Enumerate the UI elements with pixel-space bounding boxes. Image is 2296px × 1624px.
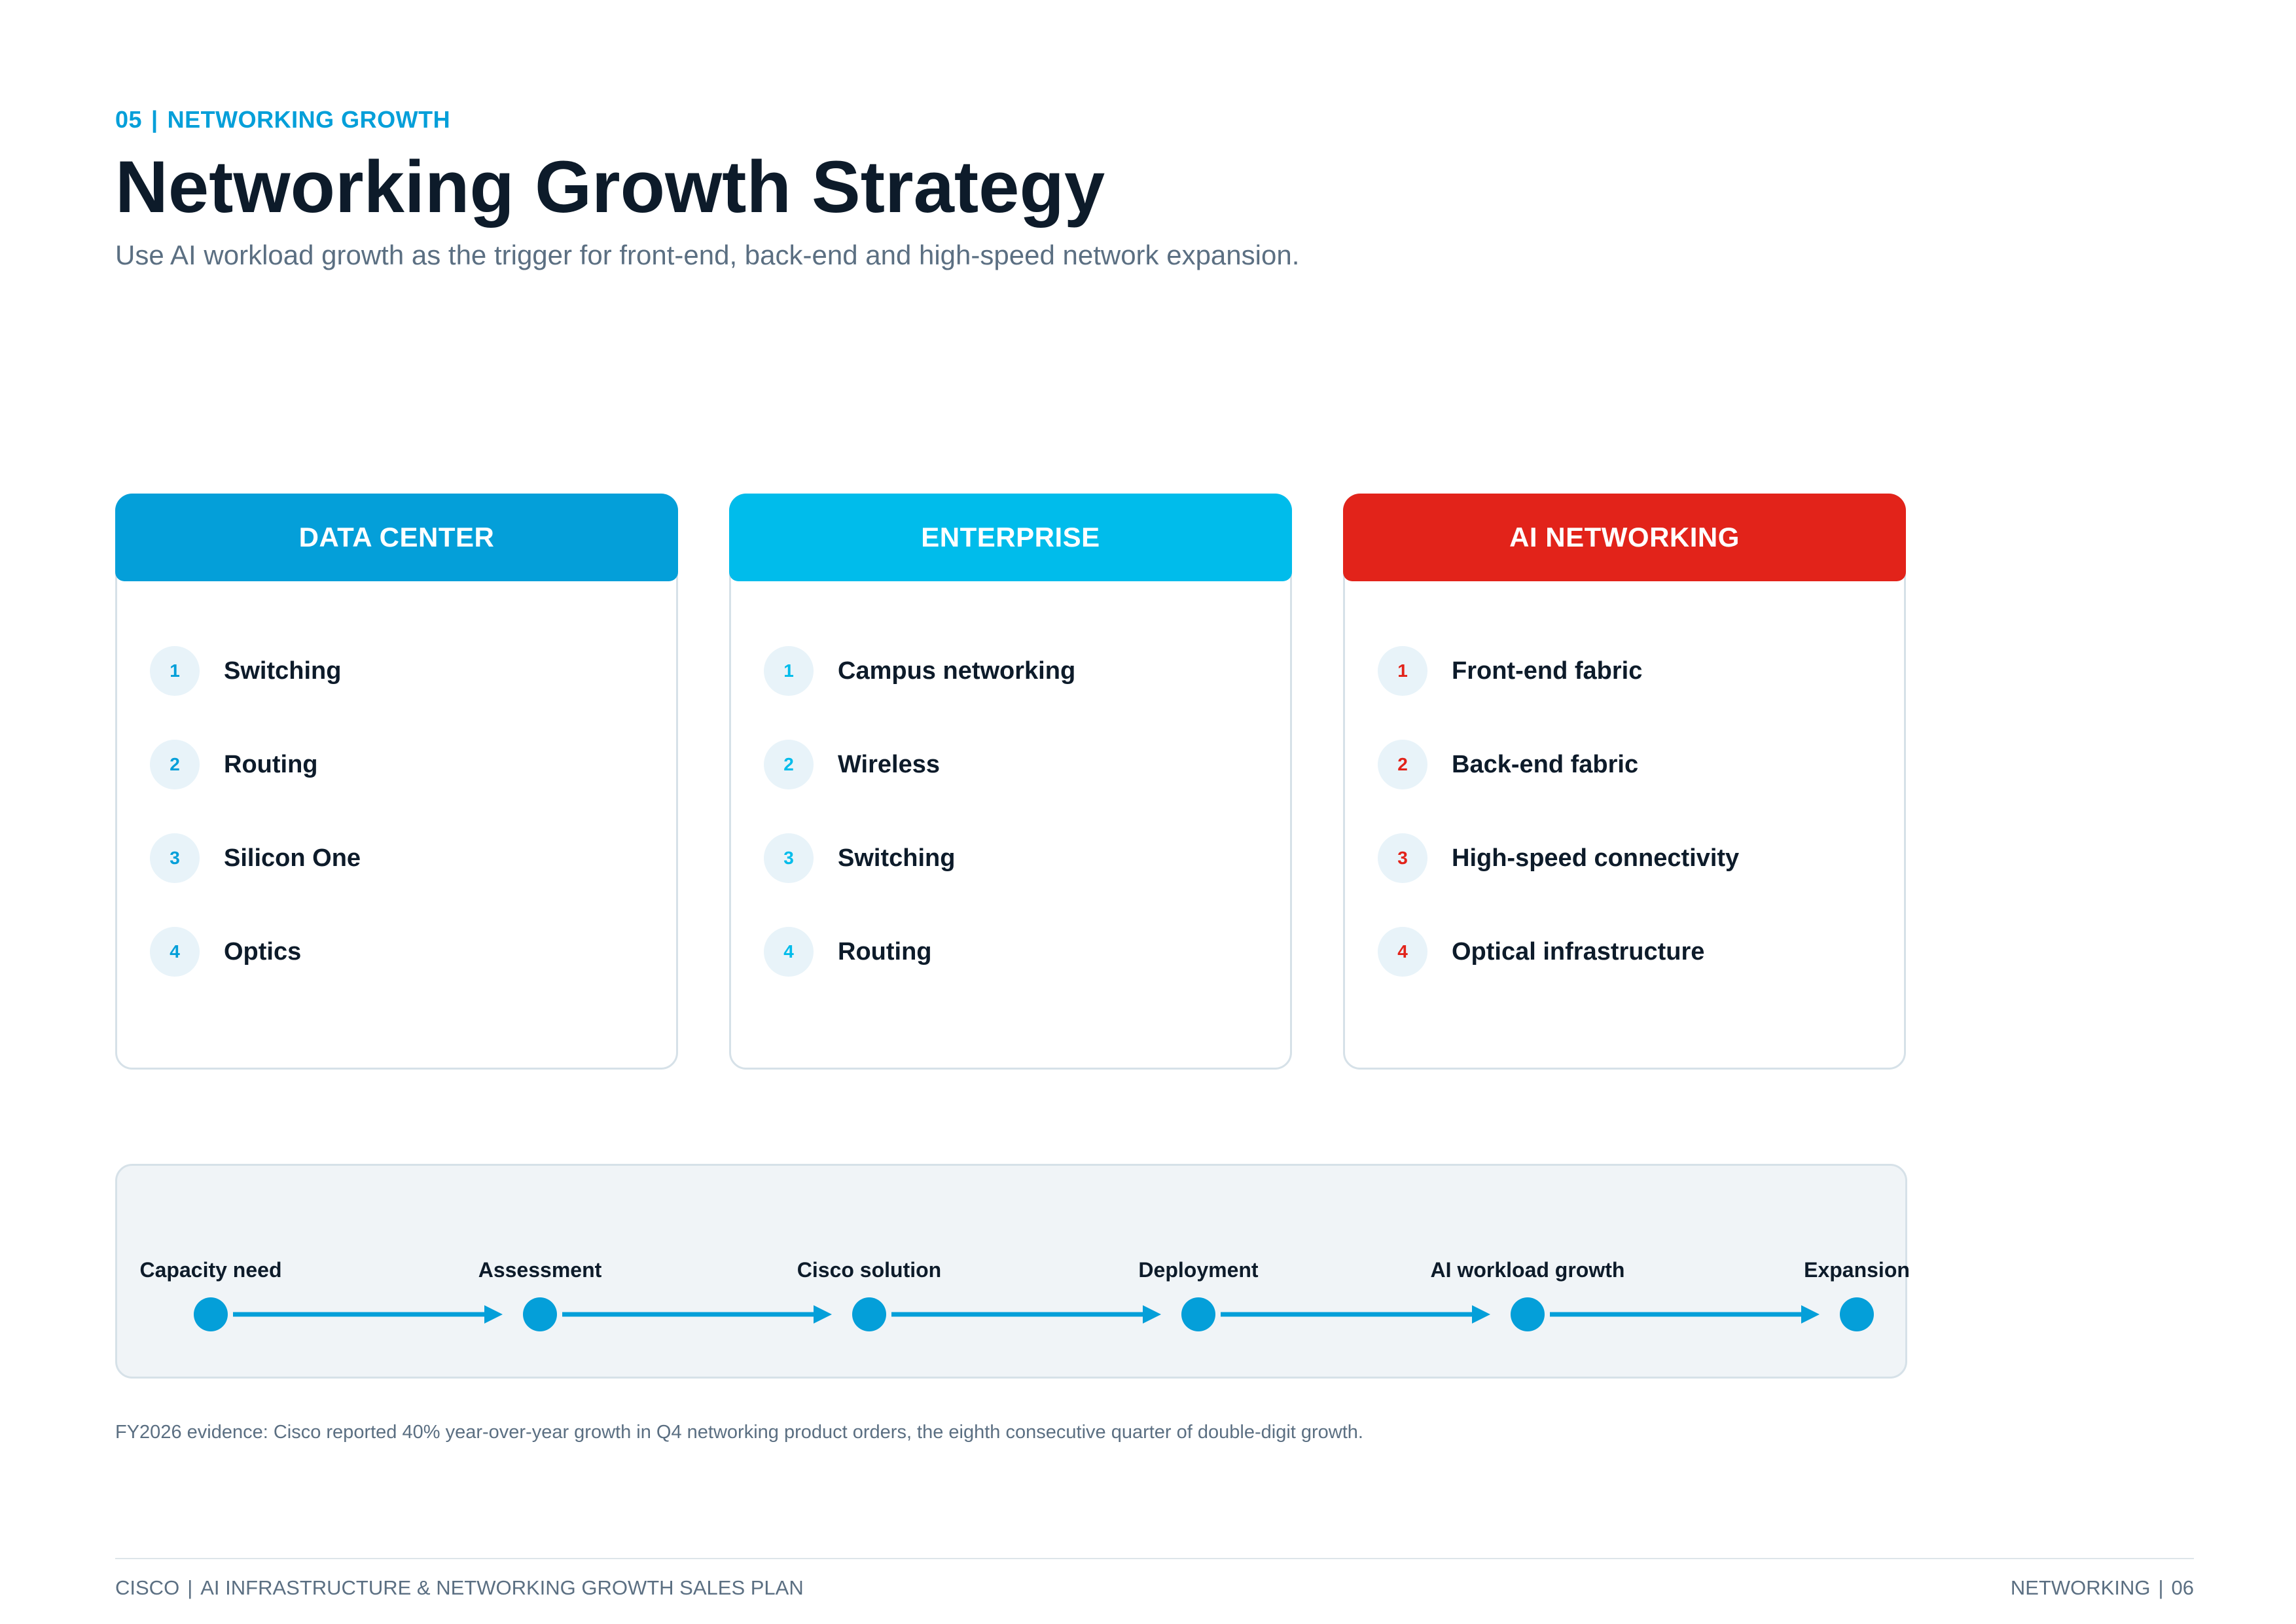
page-title: Networking Growth Strategy bbox=[115, 146, 1105, 228]
footer-separator: | bbox=[187, 1576, 193, 1599]
section-eyebrow: 05 | NETWORKING GROWTH bbox=[115, 106, 450, 134]
stage-node bbox=[523, 1297, 557, 1331]
item-number-badge: 3 bbox=[150, 833, 200, 883]
evidence-note: FY2026 evidence: Cisco reported 40% year… bbox=[115, 1422, 1363, 1443]
flow-arrow bbox=[233, 1305, 503, 1324]
stage-label-ai-workload-growth: AI workload growth bbox=[1430, 1258, 1625, 1282]
list-item: 1 Front-end fabric bbox=[1378, 646, 1739, 696]
list-item: 2 Back-end fabric bbox=[1378, 740, 1739, 789]
card-ai-networking: AI NETWORKING 1 Front-end fabric 2 Back-… bbox=[1343, 494, 1906, 1070]
footer-document-title: AI INFRASTRUCTURE & NETWORKING GROWTH SA… bbox=[200, 1576, 804, 1599]
item-number-badge: 3 bbox=[1378, 833, 1427, 883]
footer-right: NETWORKING | 06 bbox=[2011, 1576, 2194, 1600]
stage-label-capacity-need: Capacity need bbox=[139, 1258, 282, 1282]
item-number-badge: 4 bbox=[764, 927, 814, 977]
footer-separator: | bbox=[2158, 1576, 2164, 1599]
process-flow-panel bbox=[115, 1164, 1907, 1379]
item-label: Switching bbox=[838, 844, 956, 872]
list-item: 1 Switching bbox=[150, 646, 361, 696]
footer-company: CISCO bbox=[115, 1576, 180, 1599]
stage-node bbox=[852, 1297, 886, 1331]
flow-nodes bbox=[194, 1297, 1874, 1331]
eyebrow-separator: | bbox=[151, 106, 158, 133]
list-item: 2 Wireless bbox=[764, 740, 1075, 789]
item-label: Campus networking bbox=[838, 657, 1076, 685]
item-label: Switching bbox=[224, 657, 342, 685]
card-header: AI NETWORKING bbox=[1343, 494, 1906, 581]
footer-divider bbox=[115, 1558, 2194, 1559]
list-item: 2 Routing bbox=[150, 740, 361, 789]
list-item: 4 Routing bbox=[764, 927, 1075, 977]
card-list: 1 Switching 2 Routing 3 Silicon One 4 Op… bbox=[150, 646, 361, 1020]
footer-section: NETWORKING bbox=[2010, 1576, 2151, 1599]
item-label: Front-end fabric bbox=[1452, 657, 1643, 685]
list-item: 3 High-speed connectivity bbox=[1378, 833, 1739, 883]
item-number-badge: 1 bbox=[150, 646, 200, 696]
list-item: 1 Campus networking bbox=[764, 646, 1075, 696]
item-number-badge: 3 bbox=[764, 833, 814, 883]
item-number-badge: 4 bbox=[150, 927, 200, 977]
card-header: DATA CENTER bbox=[115, 494, 678, 581]
flow-arrow bbox=[891, 1305, 1161, 1324]
item-label: Back-end fabric bbox=[1452, 750, 1639, 778]
item-label: Optics bbox=[224, 937, 302, 965]
card-header: ENTERPRISE bbox=[729, 494, 1292, 581]
item-number-badge: 1 bbox=[764, 646, 814, 696]
item-number-badge: 2 bbox=[1378, 740, 1427, 789]
stage-node bbox=[1181, 1297, 1215, 1331]
stage-label-cisco-solution: Cisco solution bbox=[797, 1258, 942, 1282]
card-title: DATA CENTER bbox=[298, 522, 495, 552]
list-item: 3 Switching bbox=[764, 833, 1075, 883]
card-list: 1 Front-end fabric 2 Back-end fabric 3 H… bbox=[1378, 646, 1739, 1020]
card-enterprise: ENTERPRISE 1 Campus networking 2 Wireles… bbox=[729, 494, 1292, 1070]
item-label: Wireless bbox=[838, 750, 940, 778]
item-number-badge: 4 bbox=[1378, 927, 1427, 977]
flow-arrow bbox=[562, 1305, 832, 1324]
item-number-badge: 1 bbox=[1378, 646, 1427, 696]
flow-connectors bbox=[233, 1305, 1820, 1324]
page-number: 06 bbox=[2171, 1576, 2194, 1599]
section-name: NETWORKING GROWTH bbox=[167, 106, 451, 133]
flow-arrow bbox=[1550, 1305, 1820, 1324]
item-label: Routing bbox=[838, 937, 932, 965]
stage-node bbox=[1840, 1297, 1874, 1331]
stage-label-deployment: Deployment bbox=[1138, 1258, 1259, 1282]
card-title: ENTERPRISE bbox=[921, 522, 1100, 552]
card-list: 1 Campus networking 2 Wireless 3 Switchi… bbox=[764, 646, 1075, 1020]
card-data-center: DATA CENTER 1 Switching 2 Routing 3 Sili… bbox=[115, 494, 678, 1070]
item-number-badge: 2 bbox=[150, 740, 200, 789]
footer-left: CISCO | AI INFRASTRUCTURE & NETWORKING GRO… bbox=[115, 1576, 804, 1600]
section-number: 05 bbox=[115, 106, 143, 133]
item-label: Routing bbox=[224, 750, 318, 778]
list-item: 4 Optics bbox=[150, 927, 361, 977]
list-item: 3 Silicon One bbox=[150, 833, 361, 883]
item-label: Optical infrastructure bbox=[1452, 937, 1705, 965]
page-subtitle: Use AI workload growth as the trigger fo… bbox=[115, 240, 1300, 270]
item-label: Silicon One bbox=[224, 844, 361, 872]
stage-label-assessment: Assessment bbox=[478, 1258, 602, 1282]
list-item: 4 Optical infrastructure bbox=[1378, 927, 1739, 977]
stage-node bbox=[194, 1297, 228, 1331]
stage-node bbox=[1511, 1297, 1545, 1331]
flow-arrow bbox=[1221, 1305, 1490, 1324]
item-number-badge: 2 bbox=[764, 740, 814, 789]
stage-label-expansion: Expansion bbox=[1804, 1258, 1910, 1282]
card-title: AI NETWORKING bbox=[1509, 522, 1740, 552]
item-label: High-speed connectivity bbox=[1452, 844, 1740, 872]
